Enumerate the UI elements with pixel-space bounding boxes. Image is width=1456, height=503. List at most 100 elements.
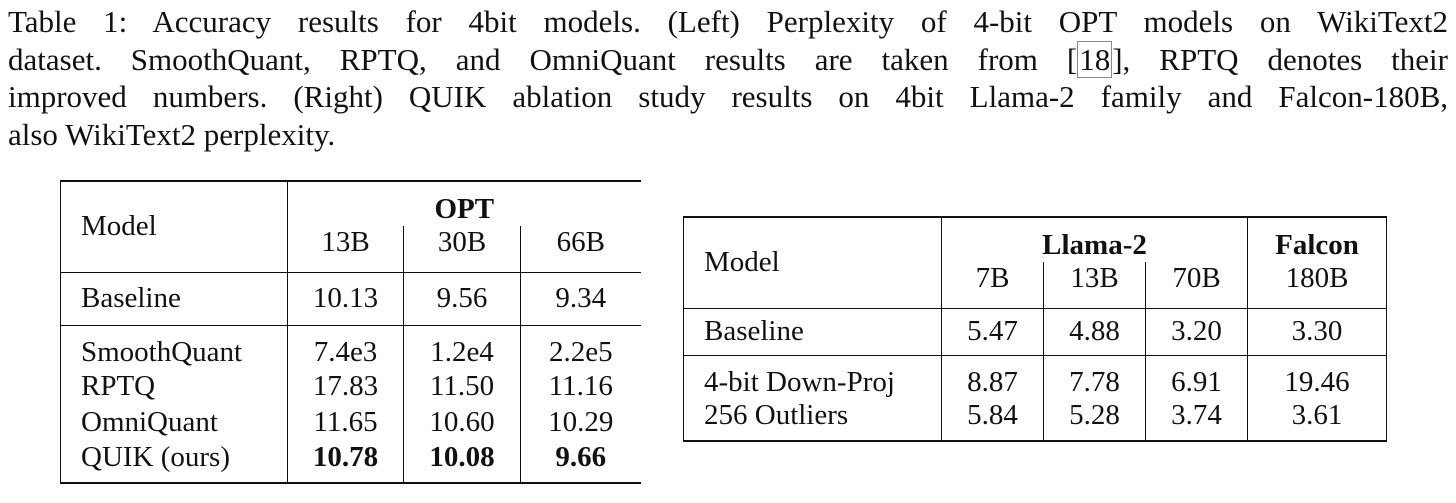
- cell: 10.08: [403, 440, 521, 484]
- row: 4-bit Down-Proj 8.87 7.78 6.91 19.46: [683, 355, 1388, 399]
- cell: 1.2e4: [403, 325, 521, 369]
- cell: 10.78: [287, 440, 404, 484]
- column-header: 180B: [1247, 262, 1388, 309]
- subheader-row: 7B 13B 70B 180B: [684, 262, 1388, 309]
- cell-value: 3.61: [1291, 398, 1343, 431]
- row: OmniQuant 11.65 10.60 10.29: [60, 404, 641, 441]
- cell-value: 10.60: [429, 406, 495, 438]
- cell: 5.47: [941, 308, 1044, 356]
- caption-line: also WikiText2 perplexity.: [8, 116, 336, 152]
- cell-value: 19.46: [1284, 365, 1350, 398]
- cell-value: 11.16: [548, 370, 613, 402]
- cell: 3.20: [1145, 308, 1249, 356]
- cell-value: 5.84: [967, 398, 1018, 431]
- cell: 9.66: [520, 440, 641, 484]
- cell: 11.16: [521, 369, 641, 405]
- cell: 3.61: [1247, 398, 1388, 442]
- row-label: 4-bit Down-Proj: [683, 355, 942, 399]
- column-header: 13B: [1043, 262, 1146, 309]
- cell-value: 5.47: [967, 315, 1018, 347]
- caption-text: dataset. SmoothQuant, RPTQ, and OmniQuan…: [8, 41, 1078, 77]
- row-label: Baseline: [60, 272, 288, 326]
- cell: 9.34: [520, 272, 641, 326]
- cell: 5.28: [1043, 398, 1146, 442]
- caption-line: improved numbers. (Right) QUIK ablation …: [8, 79, 1448, 114]
- cell: 5.84: [941, 398, 1044, 442]
- cell: 11.50: [403, 368, 521, 405]
- row-label: 256 Outliers: [683, 398, 942, 442]
- cell-value: 10.78: [312, 440, 379, 473]
- row: SmoothQuant 7.4e3 1.2e4 2.2e5: [60, 325, 641, 369]
- row: RPTQ 17.83 11.50 11.16: [60, 368, 641, 405]
- caption: Table 1: Accuracy results for 4bit model…: [8, 3, 1448, 153]
- table-header: Model OPT 13B 30B 66B: [60, 180, 641, 273]
- cell: 11.65: [287, 404, 404, 441]
- cell-value: 7.4e3: [313, 335, 378, 368]
- subheader-row: 13B 30B 66B: [61, 226, 641, 273]
- cell: 10.13: [287, 272, 404, 326]
- left-table: Model OPT 13B 30B 66B Baseline 10.13 9.56 9.34 Sm…: [60, 180, 641, 484]
- cell-value: 17.83: [312, 370, 379, 402]
- methods-block: SmoothQuant 7.4e3 1.2e4 2.2e5 RPTQ 17.83 11.50…: [60, 325, 641, 484]
- right-table: Model Llama-2 Falcon 7B 13B 70B 180B Baseline 5.…: [683, 216, 1388, 442]
- caption-line: Table 1: Accuracy results for 4bit model…: [8, 4, 1448, 39]
- row-label: OmniQuant: [60, 404, 288, 441]
- cell: 3.30: [1247, 308, 1388, 356]
- row-label: QUIK (ours): [60, 440, 288, 484]
- row: Baseline 10.13 9.56 9.34: [60, 272, 641, 326]
- cell-value: 6.91: [1171, 365, 1222, 398]
- cell-value: 9.34: [555, 282, 607, 314]
- row-label: RPTQ: [60, 368, 288, 405]
- header-row: Model Llama-2 Falcon: [683, 216, 1388, 309]
- cell: 3.74: [1145, 398, 1249, 442]
- cell-value: 7.78: [1069, 365, 1120, 398]
- cell-value: 3.20: [1171, 315, 1222, 347]
- cell-value: 10.08: [429, 440, 495, 473]
- cell: 10.29: [521, 405, 641, 441]
- cell-value: 1.2e4: [430, 335, 494, 368]
- cell-value: 11.50: [429, 370, 495, 402]
- baseline-block: Baseline 10.13 9.56 9.34: [60, 272, 641, 326]
- row-label: Baseline: [683, 308, 942, 356]
- cell-value: 3.30: [1291, 315, 1343, 347]
- row: Baseline 5.47 4.88 3.20 3.30: [683, 308, 1388, 356]
- cell: 2.2e5: [521, 325, 641, 369]
- cell-value: 8.87: [967, 365, 1018, 398]
- model-header: Model: [683, 216, 942, 309]
- cell: 8.87: [941, 355, 1044, 399]
- cell: 7.78: [1043, 355, 1146, 399]
- cell: 10.60: [403, 404, 521, 441]
- cell: 4.88: [1043, 308, 1146, 356]
- citation-link[interactable]: 18: [1077, 40, 1113, 78]
- row-label: SmoothQuant: [60, 325, 288, 369]
- column-header: 13B: [287, 226, 404, 273]
- column-header: 66B: [520, 226, 641, 273]
- cell-value: 9.56: [436, 282, 488, 314]
- cell: 17.83: [287, 368, 404, 405]
- caption-line: dataset. SmoothQuant, RPTQ, and OmniQuan…: [8, 40, 1448, 79]
- methods-block: 4-bit Down-Proj 8.87 7.78 6.91 19.46 256 Outl…: [683, 355, 1388, 442]
- column-header: 7B: [941, 262, 1044, 309]
- cell: 7.4e3: [287, 325, 404, 369]
- column-header: 70B: [1145, 262, 1249, 309]
- row: 256 Outliers 5.84 5.28 3.74 3.61: [683, 398, 1388, 442]
- caption-text: ], RPTQ denotes their: [1112, 41, 1448, 77]
- cell: 6.91: [1145, 355, 1249, 399]
- cell-value: 4.88: [1069, 315, 1120, 347]
- cell-value: 10.13: [312, 282, 379, 314]
- cell-value: 5.28: [1069, 398, 1120, 431]
- cell-value: 9.66: [555, 440, 607, 473]
- cell: 19.46: [1247, 355, 1388, 399]
- header-row: Model OPT: [60, 180, 641, 273]
- baseline-block: Baseline 5.47 4.88 3.20 3.30: [683, 308, 1388, 356]
- group-header: OPT: [287, 180, 641, 226]
- column-header: 30B: [403, 226, 521, 273]
- model-header: Model: [60, 180, 288, 273]
- group-header: Falcon: [1247, 216, 1388, 262]
- cell-value: 11.65: [313, 406, 378, 438]
- group-header: Llama-2: [941, 216, 1249, 262]
- cell-value: 2.2e5: [548, 335, 613, 368]
- row: QUIK (ours) 10.78 10.08 9.66: [60, 440, 641, 484]
- cell-value: 3.74: [1171, 398, 1222, 431]
